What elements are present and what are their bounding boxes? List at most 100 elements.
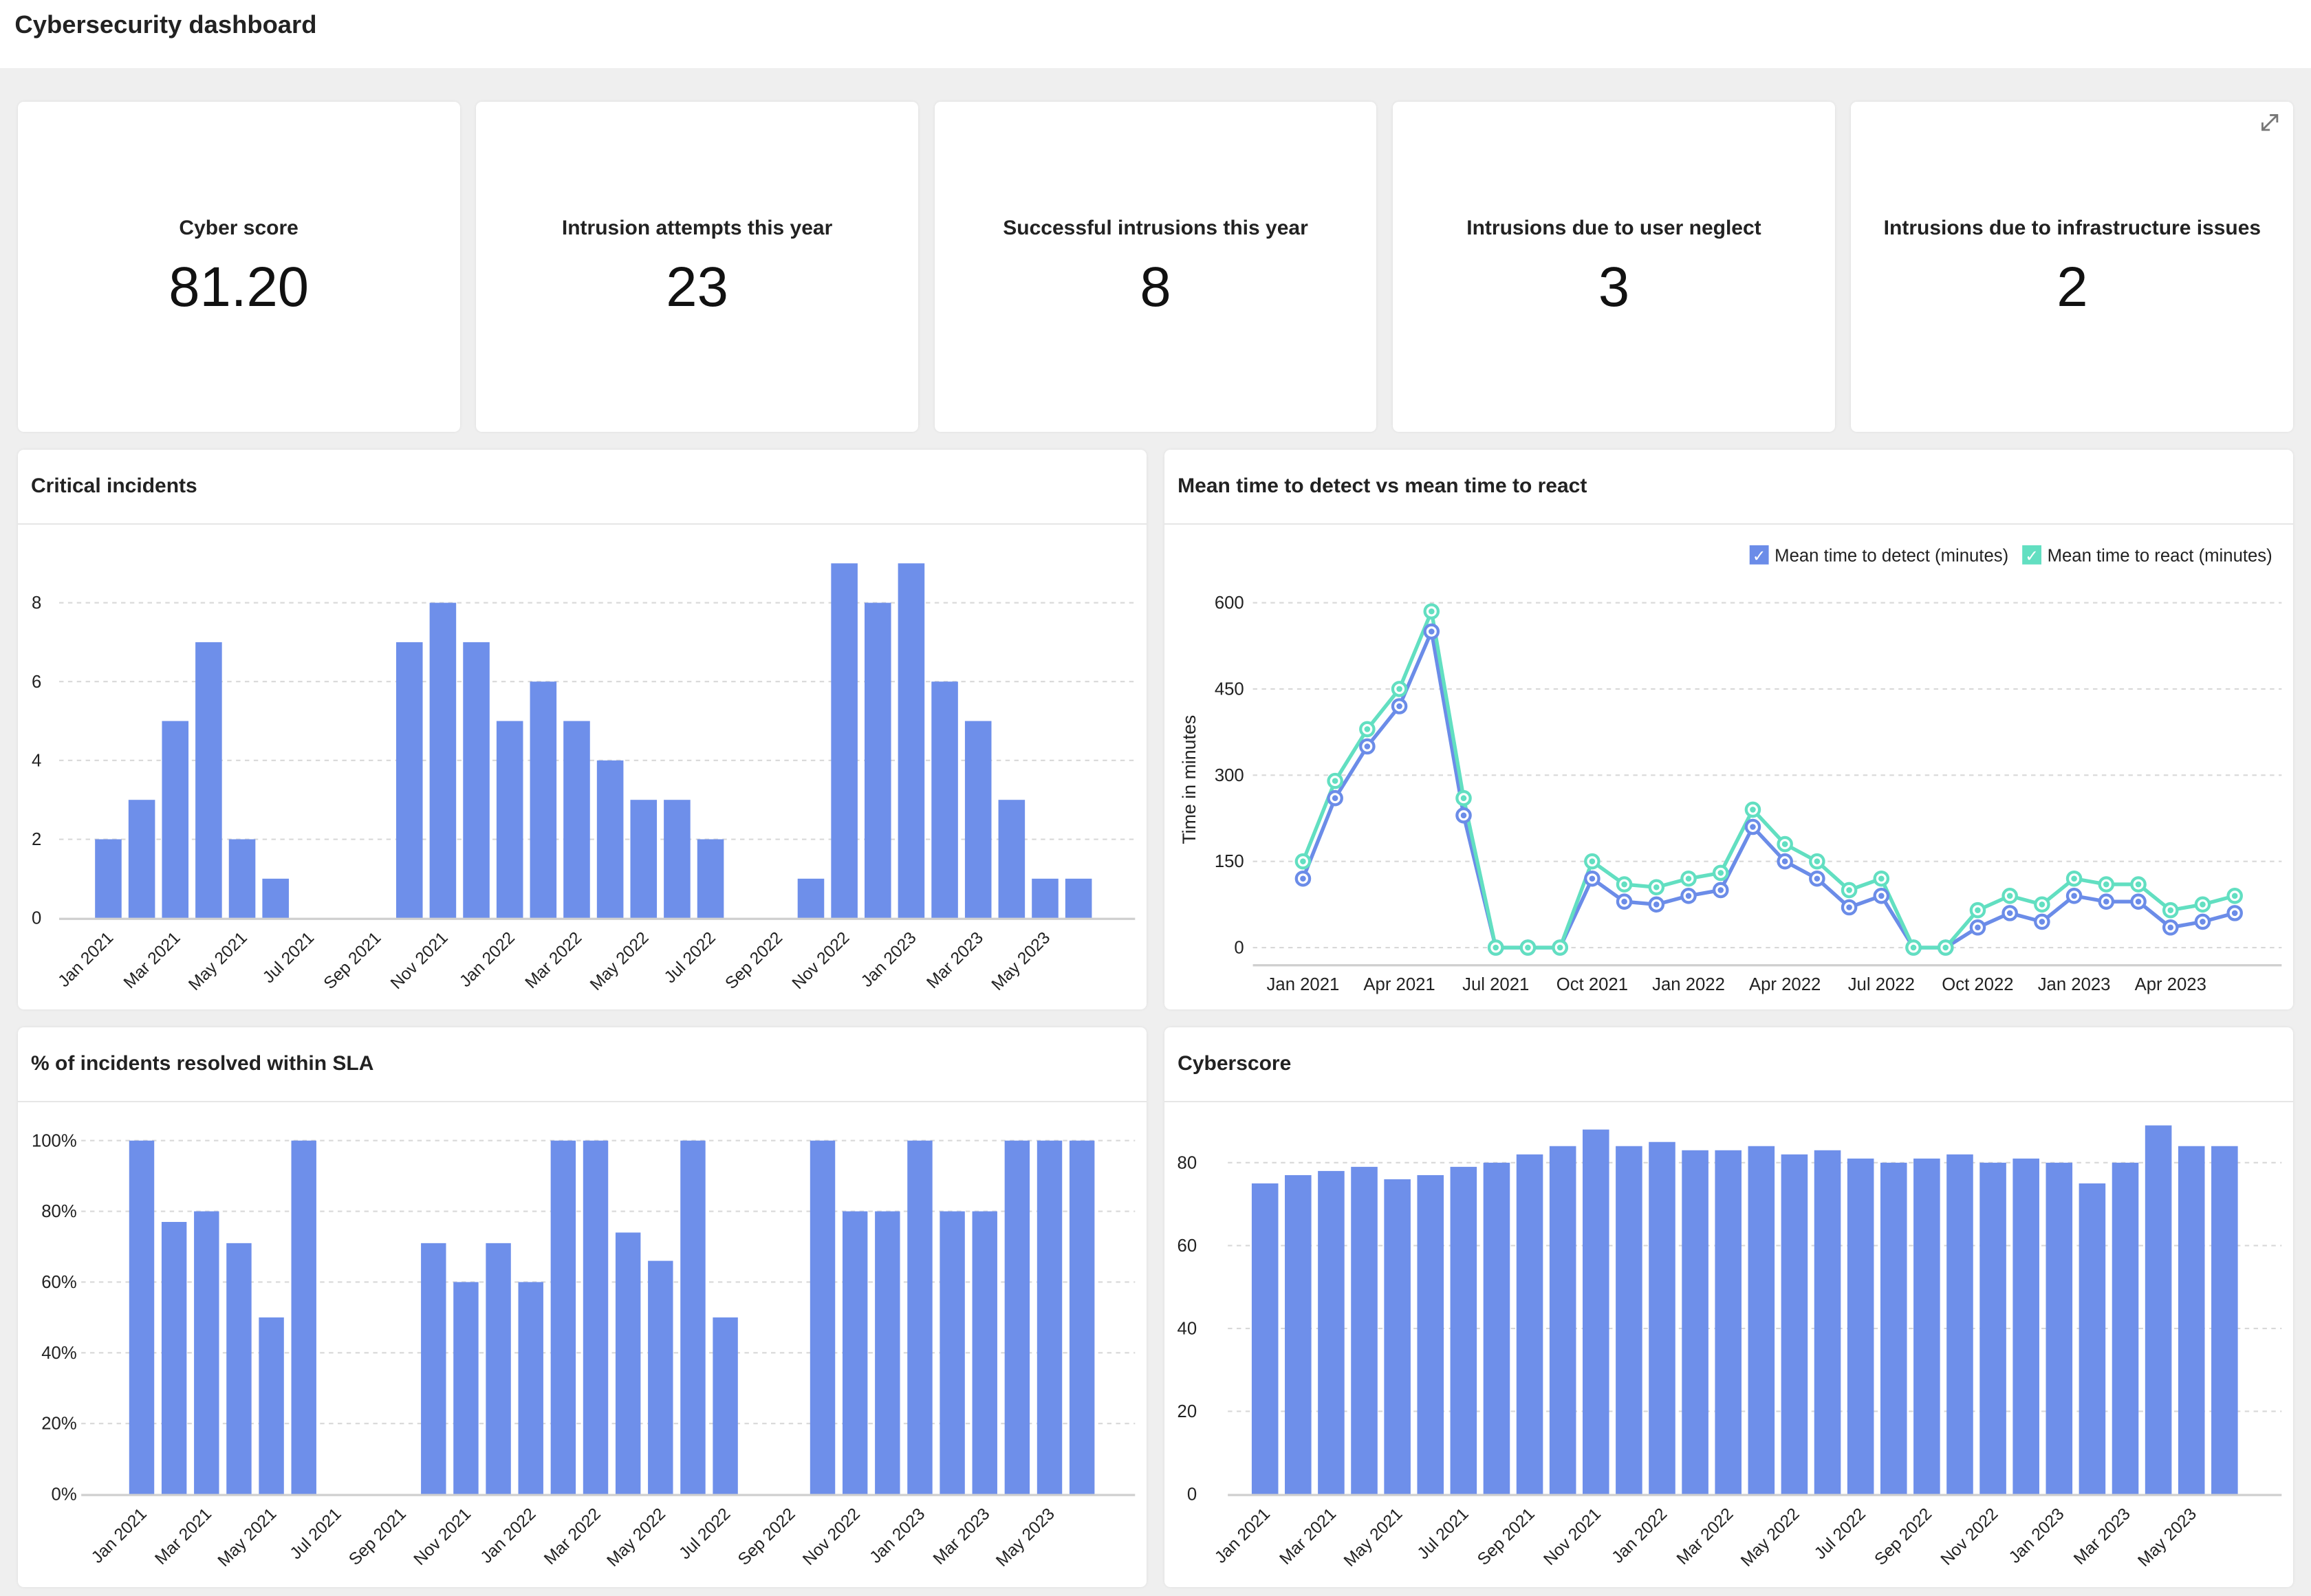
y-tick-label: 60% — [41, 1273, 76, 1292]
data-point-center — [2006, 910, 2013, 916]
data-point-center — [1493, 944, 1499, 951]
x-tick-label: May 2021 — [1341, 1505, 1407, 1571]
x-tick-label: Jul 2021 — [286, 1505, 345, 1563]
x-tick-label: Apr 2021 — [1363, 975, 1435, 994]
bar — [496, 721, 523, 918]
bar — [1979, 1162, 2006, 1494]
data-point-center — [2231, 893, 2238, 899]
critical-incidents-card: Critical incidents 0 2 4 6 8 Jan 2021 Mar 2021… — [17, 449, 1147, 1009]
data-point-center — [1460, 795, 1467, 801]
y-tick-label: 450 — [1215, 679, 1244, 699]
bar — [291, 1140, 316, 1494]
bar — [713, 1317, 738, 1494]
bar — [161, 1221, 187, 1494]
y-axis-title: Time in minutes — [1179, 714, 1200, 844]
x-tick-label: Mar 2022 — [541, 1505, 605, 1568]
series-line-react — [1301, 604, 2235, 950]
data-point-center — [1589, 875, 1596, 882]
x-tick-label: Apr 2023 — [2134, 975, 2206, 994]
bar — [898, 562, 924, 918]
y-tick-label: 40 — [1177, 1319, 1197, 1338]
data-point-center — [2200, 918, 2206, 925]
data-point-center — [1428, 628, 1435, 635]
bar — [195, 642, 222, 918]
bar — [964, 721, 992, 918]
x-tick-label: May 2021 — [215, 1505, 281, 1571]
data-point-center — [1460, 812, 1467, 818]
kpi-label: Successful intrusions this year — [1003, 217, 1308, 239]
bar — [1450, 1166, 1477, 1494]
bar — [596, 760, 624, 918]
legend-label[interactable]: Mean time to react (minutes) — [2047, 546, 2272, 565]
kpi-card-cyber-score: Cyber score 81.20 — [17, 101, 460, 432]
x-tick-label: Mar 2023 — [930, 1505, 994, 1568]
data-point-center — [1332, 795, 1338, 801]
data-point-center — [1396, 703, 1402, 710]
bar — [998, 799, 1025, 918]
x-tick-label: Sep 2021 — [320, 928, 384, 993]
x-tick-label: Mar 2021 — [1276, 1505, 1340, 1568]
x-tick-label: Sep 2021 — [1474, 1505, 1539, 1569]
data-point-center — [1878, 893, 1885, 899]
kpi-value: 3 — [1598, 255, 1630, 318]
bar — [1615, 1146, 1642, 1494]
bar — [2012, 1158, 2039, 1494]
bar — [1880, 1162, 1907, 1494]
y-tick-label: 20% — [41, 1414, 76, 1433]
bar — [226, 1243, 252, 1494]
bar — [453, 1282, 479, 1494]
data-point-center — [2103, 881, 2109, 888]
data-point-center — [1846, 886, 1852, 893]
bar — [563, 721, 590, 918]
kpi-value: 81.20 — [169, 255, 310, 318]
x-tick-label: Jan 2022 — [1608, 1505, 1671, 1567]
bar — [420, 1243, 446, 1494]
bar — [1417, 1174, 1444, 1494]
x-tick-label: Jan 2021 — [1211, 1505, 1274, 1567]
bar — [1847, 1158, 1874, 1494]
x-tick-label: Mar 2023 — [923, 928, 987, 992]
bar — [647, 1260, 673, 1494]
kpi-card-intrusion-attempts: Intrusion attempts this year 23 — [476, 101, 919, 432]
x-tick-label: Nov 2021 — [1540, 1505, 1605, 1569]
y-tick-label: 60 — [1177, 1236, 1197, 1256]
bar — [1483, 1162, 1510, 1494]
data-point-center — [2135, 898, 2142, 905]
data-point-center — [2231, 910, 2238, 916]
x-tick-label: Jul 2021 — [1462, 975, 1529, 994]
data-point-center — [1300, 858, 1306, 864]
bar — [2112, 1162, 2139, 1494]
data-point-center — [1975, 907, 1981, 913]
data-point-center — [2135, 881, 2142, 888]
x-tick-label: Sep 2022 — [721, 928, 786, 993]
data-point-center — [1717, 869, 1724, 876]
data-point-center — [1750, 806, 1756, 813]
data-point-center — [1814, 858, 1821, 864]
x-tick-label: May 2023 — [992, 1505, 1059, 1571]
y-tick-label: 4 — [32, 751, 41, 770]
expand-icon[interactable] — [2258, 111, 2281, 134]
data-point-center — [1685, 875, 1692, 882]
data-point-center — [1781, 858, 1788, 864]
x-tick-label: Jan 2023 — [2006, 1505, 2068, 1567]
bar — [228, 839, 256, 918]
legend-label[interactable]: Mean time to detect (minutes) — [1775, 546, 2008, 565]
bar — [162, 721, 188, 918]
bar — [1582, 1129, 1609, 1494]
x-tick-label: Jul 2022 — [1848, 975, 1915, 994]
check-icon: ✓ — [1753, 547, 1766, 565]
x-tick-label: Jul 2022 — [661, 928, 719, 987]
x-tick-label: Jul 2021 — [1414, 1505, 1473, 1563]
y-tick-label: 150 — [1215, 852, 1244, 871]
kpi-value: 2 — [2057, 255, 2088, 318]
bar — [262, 878, 289, 918]
bar — [128, 799, 155, 918]
x-tick-label: May 2021 — [185, 928, 251, 994]
data-point-center — [1589, 858, 1596, 864]
bar — [1069, 1140, 1095, 1494]
x-tick-label: May 2022 — [603, 1505, 669, 1571]
x-tick-label: Oct 2021 — [1556, 975, 1628, 994]
bar — [530, 681, 556, 918]
bar — [259, 1317, 284, 1494]
